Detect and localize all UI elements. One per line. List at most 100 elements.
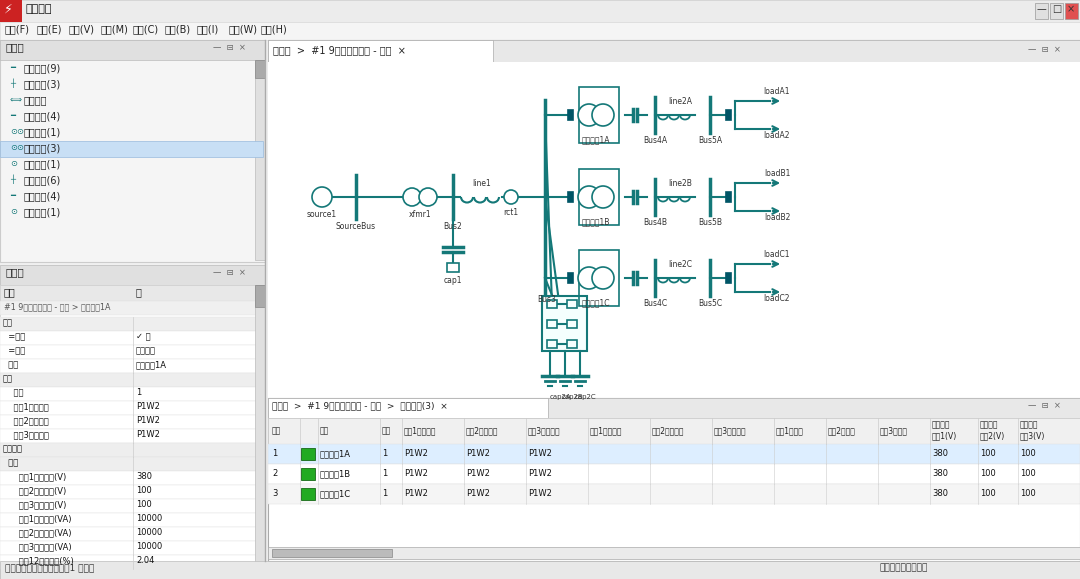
Bar	[0, 443, 265, 457]
Text: 参数: 参数	[3, 458, 18, 467]
Bar	[0, 527, 265, 541]
Circle shape	[504, 190, 518, 204]
Text: 多相双变(1): 多相双变(1)	[24, 127, 62, 137]
Bar	[0, 40, 265, 60]
Text: 多相三变1A: 多相三变1A	[136, 360, 167, 369]
Text: ━: ━	[10, 63, 15, 72]
Text: 2.04: 2.04	[136, 556, 154, 565]
Text: 文件(F): 文件(F)	[5, 24, 30, 34]
Bar	[0, 0, 22, 22]
Text: ⊙: ⊙	[10, 207, 17, 216]
Circle shape	[592, 104, 615, 126]
Text: P1W2: P1W2	[528, 449, 552, 458]
Text: 多相母线(9): 多相母线(9)	[24, 63, 62, 73]
Bar	[301, 468, 315, 480]
Text: 10000: 10000	[136, 542, 162, 551]
Bar	[0, 471, 265, 485]
Text: 绕组3额定容量(VA): 绕组3额定容量(VA)	[3, 542, 71, 551]
Text: 380: 380	[932, 489, 948, 498]
Bar	[0, 541, 265, 555]
Text: 绕组2(V): 绕组2(V)	[980, 431, 1005, 440]
Text: 绕组1母线号: 绕组1母线号	[777, 426, 804, 435]
Text: 额定电压: 额定电压	[980, 420, 999, 429]
Bar	[0, 429, 265, 443]
Text: 多相电源(1): 多相电源(1)	[24, 159, 62, 169]
Bar	[268, 418, 1080, 444]
Bar	[579, 250, 619, 306]
Text: P1W2: P1W2	[528, 469, 552, 478]
Bar	[726, 273, 731, 283]
Text: Bus5A: Bus5A	[698, 136, 723, 145]
Bar	[726, 192, 731, 202]
Text: 380: 380	[136, 472, 152, 481]
Text: 100: 100	[136, 500, 152, 509]
Bar	[301, 488, 315, 500]
Text: 拓扑: 拓扑	[3, 374, 13, 383]
Text: 模型数据未更新元件: 模型数据未更新元件	[880, 563, 929, 572]
Text: 模型(M): 模型(M)	[102, 24, 129, 34]
Bar	[0, 359, 265, 373]
Text: —  ⊟  ×: — ⊟ ×	[213, 268, 246, 277]
Text: 1: 1	[382, 469, 388, 478]
Text: ⟺: ⟺	[10, 95, 22, 104]
Text: —  ⊟  ×: — ⊟ ×	[213, 43, 246, 52]
Text: 多相三变1C: 多相三变1C	[320, 489, 351, 498]
Text: loadC1: loadC1	[764, 250, 791, 259]
Bar	[268, 398, 1080, 418]
Circle shape	[592, 267, 615, 289]
Text: 绕组1(V): 绕组1(V)	[932, 431, 957, 440]
Bar	[0, 373, 265, 387]
Bar	[1050, 3, 1063, 19]
Bar	[301, 448, 315, 460]
Text: 名称: 名称	[3, 360, 18, 369]
Text: 绕组2额定容量(VA): 绕组2额定容量(VA)	[3, 528, 71, 537]
Text: 100: 100	[1020, 489, 1036, 498]
Text: 窗口(W): 窗口(W)	[229, 24, 258, 34]
Bar	[0, 513, 265, 527]
Bar	[726, 110, 731, 120]
Text: ⚡: ⚡	[4, 3, 13, 16]
Bar	[546, 300, 557, 308]
Text: P1W2: P1W2	[136, 402, 160, 411]
Bar	[0, 317, 265, 331]
Bar	[0, 387, 265, 401]
Text: 绕组2内部连接: 绕组2内部连接	[465, 426, 499, 435]
Text: loadB1: loadB1	[764, 169, 791, 178]
Text: 绕组1内部连接: 绕组1内部连接	[404, 426, 436, 435]
Text: loadB2: loadB2	[764, 213, 791, 222]
Text: 绕组2内部连接: 绕组2内部连接	[3, 416, 49, 425]
Text: cap2A: cap2A	[550, 394, 571, 400]
Bar	[268, 398, 548, 418]
Bar	[268, 62, 1080, 398]
Bar	[0, 561, 1080, 579]
Bar	[447, 263, 459, 272]
Circle shape	[578, 267, 600, 289]
Bar	[568, 273, 573, 283]
Bar	[0, 301, 265, 315]
Text: 多相电抗(1): 多相电抗(1)	[24, 207, 62, 217]
Circle shape	[312, 187, 332, 207]
Bar	[0, 415, 265, 429]
Bar	[0, 40, 265, 262]
Text: P1W2: P1W2	[404, 449, 428, 458]
Circle shape	[592, 186, 615, 208]
Text: ┼: ┼	[10, 175, 15, 185]
Bar	[268, 484, 1080, 504]
Text: Bus3: Bus3	[538, 295, 556, 304]
Text: 1: 1	[272, 449, 278, 458]
Text: 100: 100	[980, 489, 996, 498]
Text: 多相开关: 多相开关	[24, 95, 48, 105]
Text: 绕组1额定电压(V): 绕组1额定电压(V)	[3, 472, 66, 481]
Text: source1: source1	[307, 210, 337, 219]
Text: line2C: line2C	[669, 260, 692, 269]
Bar	[255, 285, 265, 579]
Text: P1W2: P1W2	[136, 430, 160, 439]
Text: 原理图  >  #1 9母线测试系统 - 图形  ×: 原理图 > #1 9母线测试系统 - 图形 ×	[273, 45, 406, 55]
Text: 多相三变1A: 多相三变1A	[582, 135, 610, 144]
Bar	[0, 285, 265, 301]
Text: P1W2: P1W2	[465, 489, 490, 498]
Bar	[0, 401, 265, 415]
Text: 100: 100	[1020, 449, 1036, 458]
Text: Bus5B: Bus5B	[698, 218, 723, 227]
Text: 10000: 10000	[136, 514, 162, 523]
